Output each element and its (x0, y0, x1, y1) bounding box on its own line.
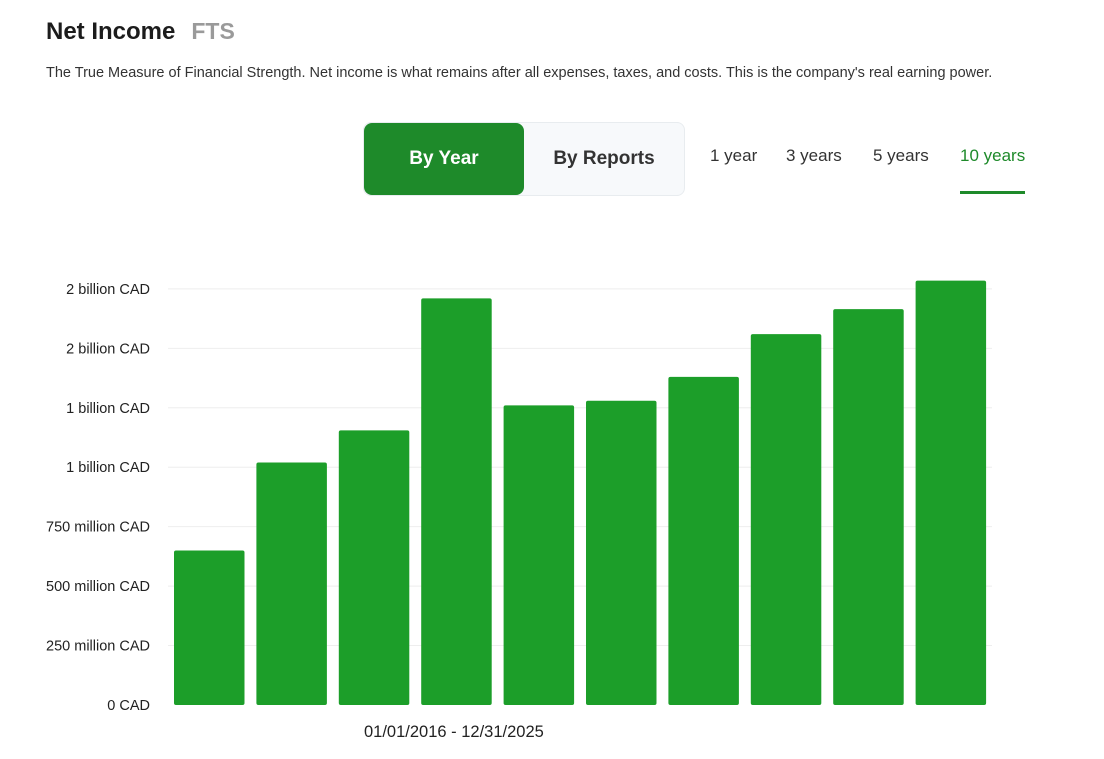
bar-2019[interactable] (421, 298, 492, 705)
ticker-symbol: FTS (191, 18, 235, 44)
tab-1-year[interactable]: 1 year (710, 146, 758, 165)
view-toggle: By Year By Reports (363, 122, 685, 196)
bar-2023[interactable] (750, 334, 822, 705)
bar-2020[interactable] (503, 405, 575, 705)
tab-3-years[interactable]: 3 years (786, 146, 842, 165)
y-tick-label: 2 billion CAD (66, 282, 150, 298)
tab-10-years[interactable]: 10 years (960, 146, 1026, 194)
chart-description: The True Measure of Financial Strength. … (46, 65, 993, 81)
y-tick-label: 500 million CAD (46, 579, 150, 595)
title-row: Net Income FTS (46, 18, 235, 46)
bar-2016[interactable] (174, 550, 245, 706)
x-axis-date-range: 01/01/2016 - 12/31/2025 (364, 723, 544, 741)
bar-2025[interactable] (915, 280, 987, 705)
bar-2022[interactable] (668, 376, 739, 705)
y-tick-label: 0 CAD (107, 698, 150, 714)
tab-5-years[interactable]: 5 years (873, 146, 929, 165)
bar-2021[interactable] (586, 400, 657, 705)
bar-2018[interactable] (338, 430, 410, 705)
y-tick-label: 2 billion CAD (66, 341, 150, 357)
y-tick-label: 750 million CAD (46, 520, 150, 536)
bar-2017[interactable] (256, 462, 327, 706)
y-tick-label: 1 billion CAD (66, 460, 150, 476)
bar-2024[interactable] (833, 309, 904, 705)
chart-header: Net Income FTS (46, 18, 235, 46)
by-year-button[interactable]: By Year (364, 123, 524, 195)
page-title: Net Income (46, 18, 176, 45)
by-reports-button[interactable]: By Reports (553, 148, 655, 169)
y-tick-label: 1 billion CAD (66, 401, 150, 417)
y-tick-label: 250 million CAD (46, 639, 150, 655)
